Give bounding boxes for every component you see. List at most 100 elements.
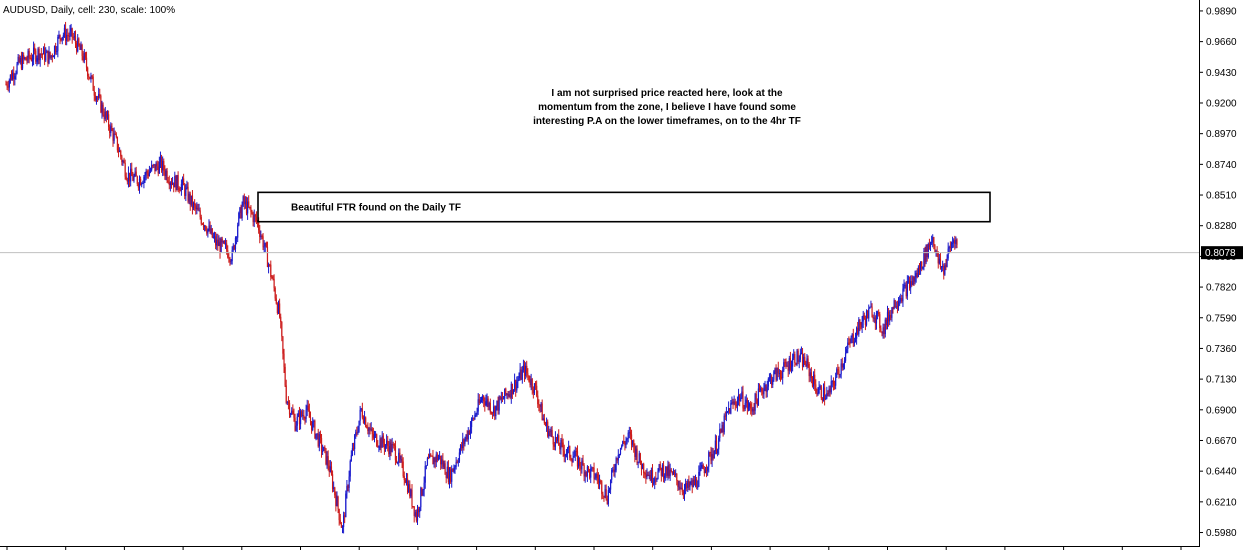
candle-body xyxy=(587,466,590,470)
candle-body xyxy=(250,207,252,212)
candle-body xyxy=(275,298,277,304)
candle-body xyxy=(766,386,768,392)
candle-body xyxy=(415,512,418,521)
candle-body xyxy=(789,358,792,370)
candle-body xyxy=(408,484,410,493)
candle-body xyxy=(85,57,88,68)
candle-body xyxy=(70,28,72,32)
candle-body xyxy=(331,474,334,489)
candle-body xyxy=(31,59,34,61)
candle-body xyxy=(828,388,830,394)
candle-body xyxy=(186,186,188,188)
candle-body xyxy=(572,457,574,463)
candle-body xyxy=(545,421,548,426)
candle-body xyxy=(702,465,704,469)
candle-body xyxy=(577,457,580,467)
candle-body xyxy=(677,480,679,487)
candle-body xyxy=(13,72,15,80)
candle-body xyxy=(209,225,211,234)
ftr-zone-box xyxy=(257,191,991,223)
candle-body xyxy=(286,402,288,404)
candle-body xyxy=(290,413,292,415)
candle-body xyxy=(279,303,281,317)
candle-body xyxy=(68,35,70,37)
candle-body xyxy=(644,473,646,475)
candle-body xyxy=(262,236,264,248)
candle-body xyxy=(325,448,327,465)
candle-body xyxy=(269,264,271,266)
candle-body xyxy=(169,182,171,186)
candle-body xyxy=(751,408,753,412)
candle-body xyxy=(943,265,945,275)
candle-body xyxy=(347,486,349,488)
candle-body xyxy=(910,281,912,289)
candle-body xyxy=(474,414,476,420)
candle-body xyxy=(448,469,451,483)
candle-body xyxy=(847,342,849,350)
candle-body xyxy=(238,213,240,226)
annotation-line-3: interesting P.A on the lower timeframes,… xyxy=(533,116,801,127)
candle-body xyxy=(219,241,221,253)
time-axis-ticks xyxy=(6,546,1182,550)
candle-body xyxy=(487,398,489,407)
candle-body xyxy=(359,409,361,421)
candle-body xyxy=(723,415,725,433)
price-tick-label: 0.6210 xyxy=(1206,497,1237,508)
candle-body xyxy=(857,327,859,335)
candle-body xyxy=(647,474,649,477)
candle-body xyxy=(121,156,123,163)
candle-body xyxy=(336,496,338,506)
candle-body xyxy=(787,365,789,371)
candle-body xyxy=(874,317,876,324)
candle-body xyxy=(6,84,8,87)
candle-body xyxy=(270,264,272,277)
candle-body xyxy=(274,287,276,299)
candle-body xyxy=(919,261,922,271)
candle-body xyxy=(756,399,758,406)
candle-body xyxy=(811,377,814,387)
candle-body xyxy=(27,50,29,61)
candle-body xyxy=(273,278,275,288)
candle-body xyxy=(12,72,14,80)
candle-body xyxy=(470,418,473,428)
candle-body xyxy=(844,352,847,361)
candle-body xyxy=(207,228,209,234)
candle-body xyxy=(885,319,887,325)
candle-body xyxy=(224,243,227,245)
candle-body xyxy=(201,223,203,225)
candle-body xyxy=(536,385,538,396)
candle-body xyxy=(391,444,393,452)
candle-body xyxy=(383,443,386,449)
candle-body xyxy=(601,481,603,494)
candle-body xyxy=(527,373,529,376)
candle-body xyxy=(515,380,517,391)
candle-body xyxy=(414,512,416,516)
candle-body xyxy=(298,413,301,425)
candle-body xyxy=(505,388,507,395)
candle-body xyxy=(164,170,166,177)
candle-body xyxy=(233,245,235,250)
candle-body xyxy=(330,466,333,475)
candle-body xyxy=(836,369,838,378)
candle-body xyxy=(560,440,562,450)
price-tick-label: 0.8970 xyxy=(1206,129,1237,140)
candle-body xyxy=(586,466,589,476)
candle-body xyxy=(534,383,537,386)
candle-body xyxy=(369,428,371,430)
candle-body xyxy=(457,461,459,463)
candle-body xyxy=(862,315,864,322)
candle-body xyxy=(351,448,354,456)
candle-body xyxy=(368,428,370,431)
candle-body xyxy=(596,474,598,479)
candle-body xyxy=(350,455,352,462)
candle-body xyxy=(666,466,668,476)
candle-body xyxy=(454,466,456,468)
candle-body xyxy=(309,417,312,422)
candle-body xyxy=(212,236,215,238)
candle-body xyxy=(689,483,691,487)
candle-body xyxy=(412,506,414,508)
candle-body xyxy=(406,478,409,493)
candle-body xyxy=(174,176,176,188)
candle-body xyxy=(687,480,689,488)
candle-body xyxy=(776,367,778,381)
